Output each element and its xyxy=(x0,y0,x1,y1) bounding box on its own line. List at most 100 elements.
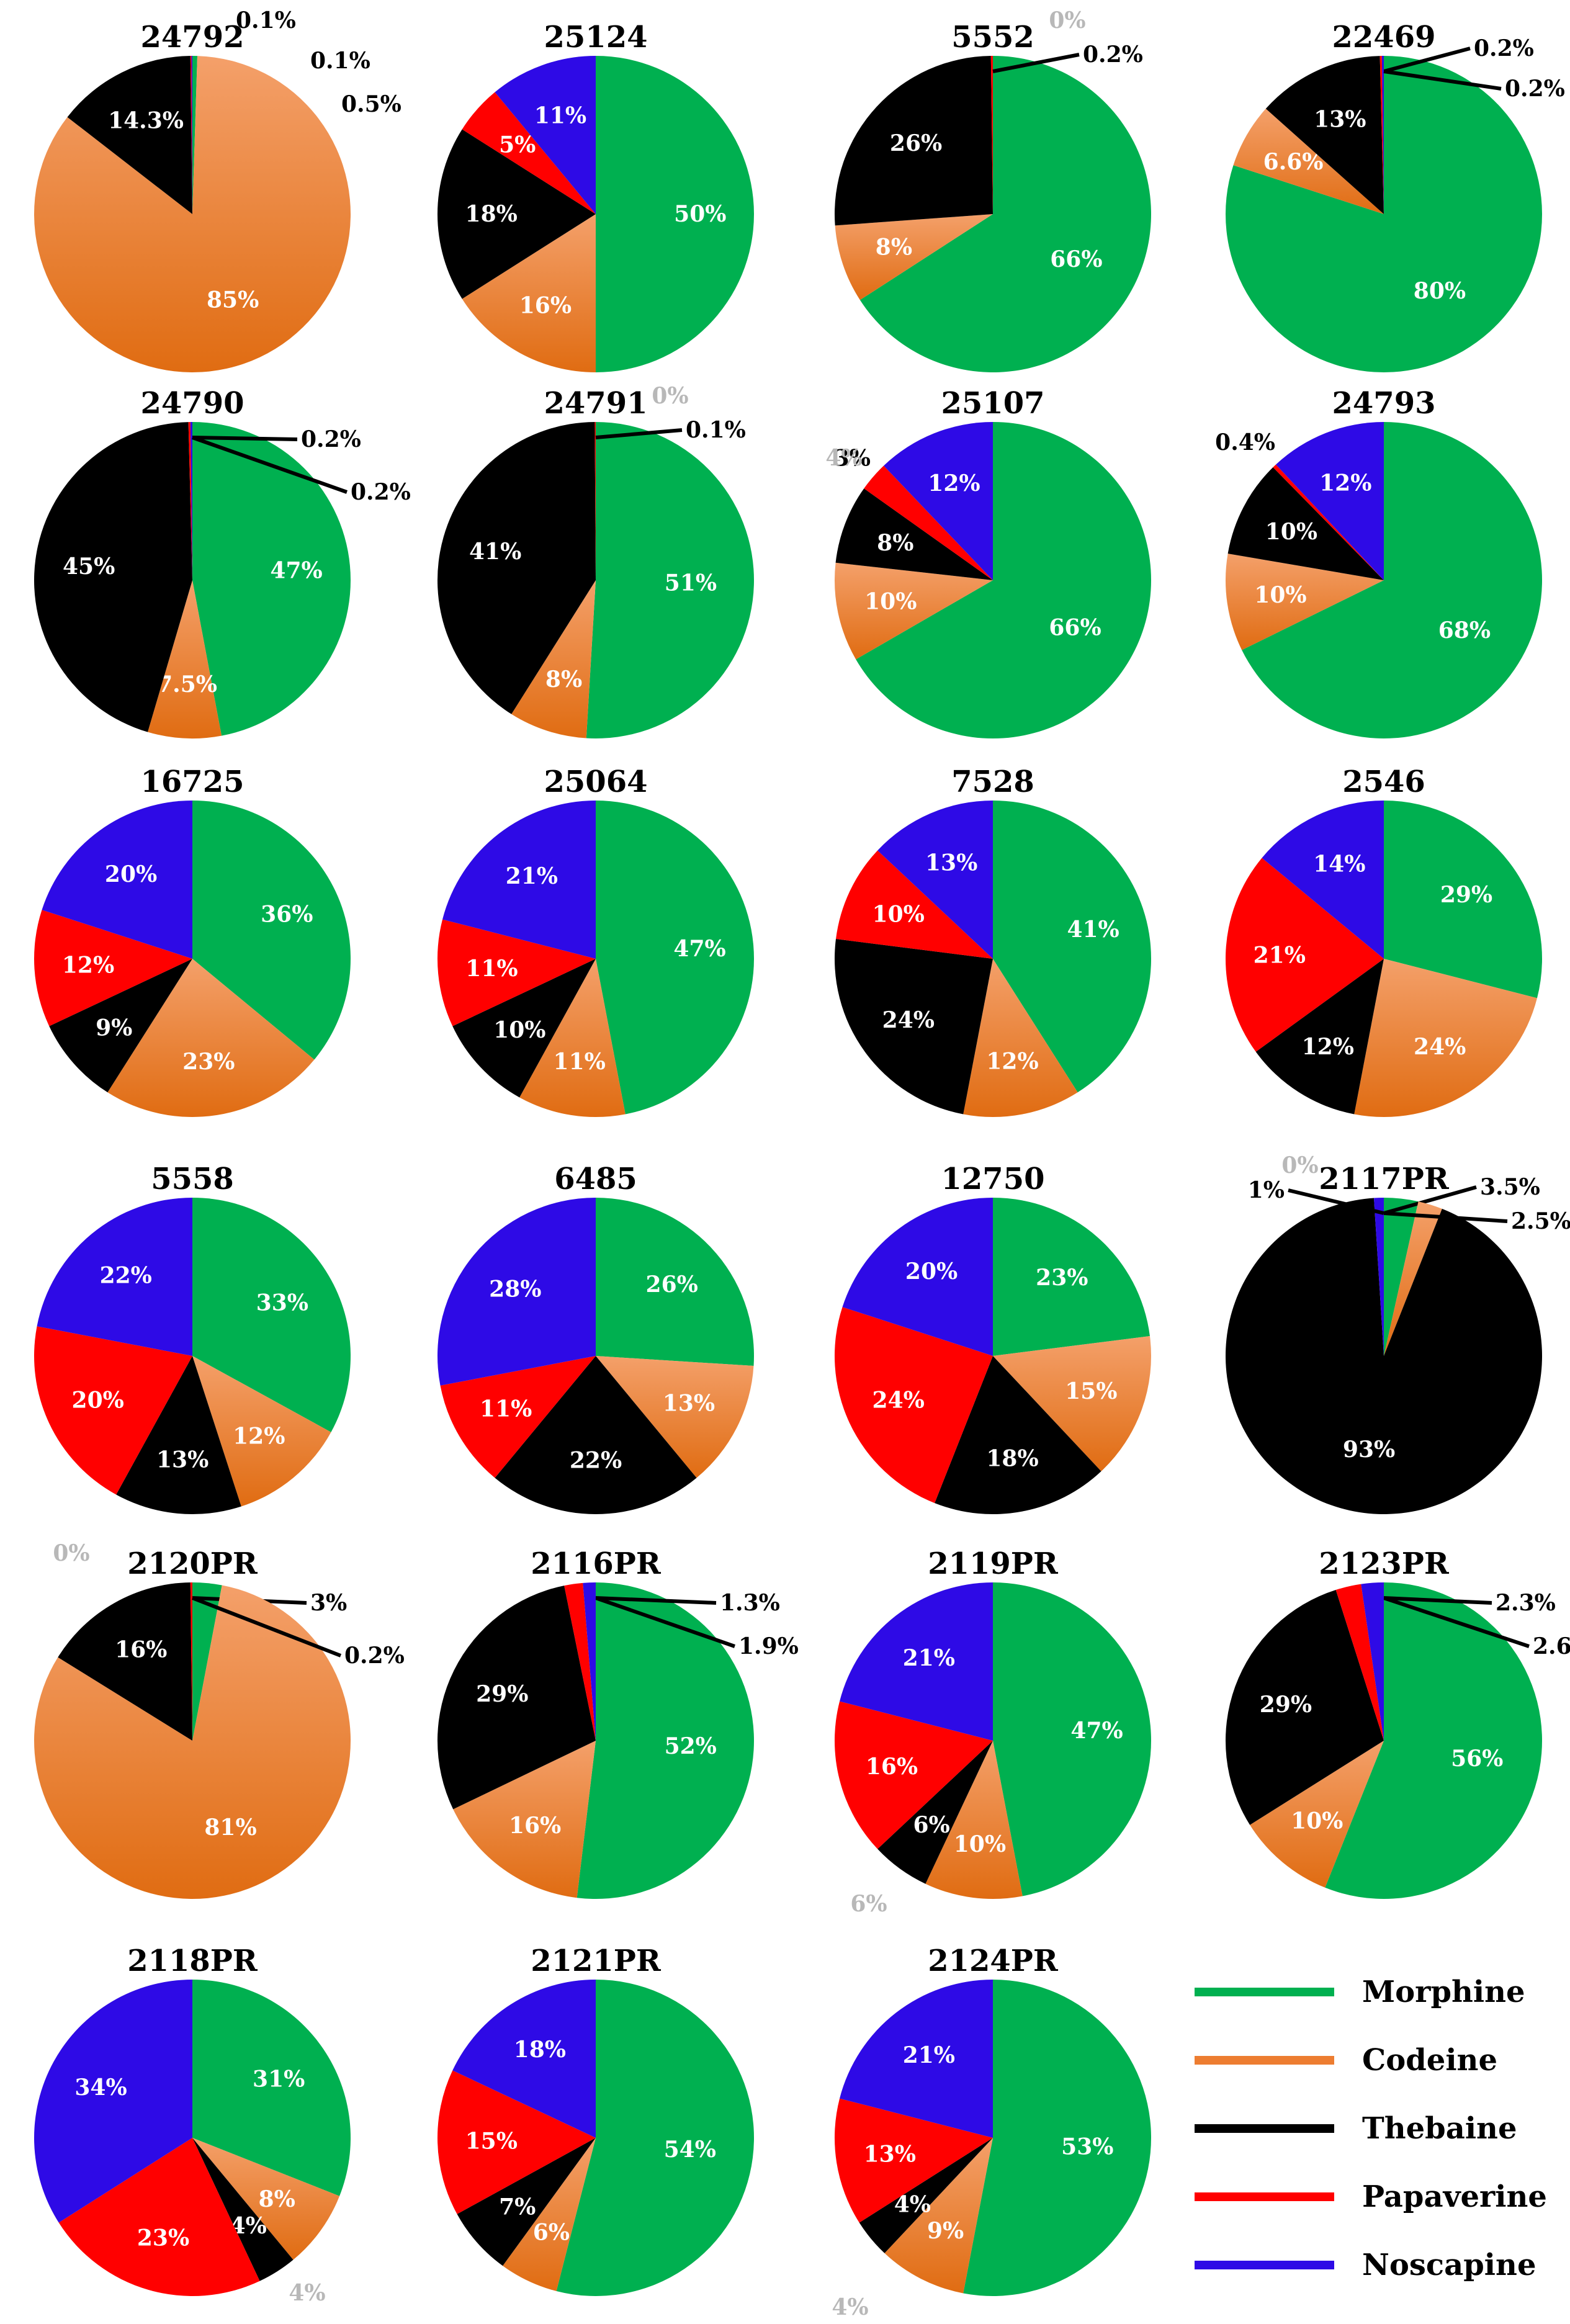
slice-morphine xyxy=(1226,56,1543,372)
data-label-papaverine: 0.4% xyxy=(1215,429,1275,455)
pie-22469: 22469 80% 6.6% 13% 0.2% 0.2% xyxy=(1226,20,1565,372)
data-label-thebaine: 8% xyxy=(877,530,913,556)
slice-codeine xyxy=(1354,959,1537,1118)
pie-25124: 25124 50% 16% 18% 5% 11% xyxy=(437,20,754,372)
slice-noscapine xyxy=(840,1582,993,1741)
data-label-morphine: 47% xyxy=(673,936,725,962)
data-label-codeine: 12% xyxy=(233,1424,285,1450)
data-label-noscapine: 22% xyxy=(100,1262,152,1288)
pie-2117PR: 2117PR 3.5% 2.5% 93% 0%1% xyxy=(1226,1152,1570,1515)
pie-2121PR: 2121PR 54% 6%7% 15% 18% xyxy=(437,1944,755,2296)
legend-label-thebaine: Thebaine xyxy=(1362,2111,1517,2146)
data-label-thebaine: 18% xyxy=(986,1445,1038,1471)
data-label-morphine: 36% xyxy=(261,901,313,927)
data-label-papaverine: 0.2% xyxy=(1474,35,1534,61)
data-label-codeine: 24% xyxy=(1414,1034,1466,1060)
pie-title: 6485 xyxy=(554,1162,637,1196)
data-label-morphine: 66% xyxy=(1050,246,1102,272)
data-label-morphine: 50% xyxy=(674,201,726,227)
slice-morphine xyxy=(576,1582,754,1899)
slice-codeine xyxy=(192,2138,340,2260)
pie-title: 24790 xyxy=(141,386,244,421)
pie-title: 5552 xyxy=(951,20,1034,55)
slice-codeine xyxy=(835,214,993,300)
slice-papaverine xyxy=(1335,1584,1384,1741)
pie-24792: 24792 0.5% 85% 14.3% 0.1% 0.1% xyxy=(34,7,401,372)
slice-morphine xyxy=(596,56,754,372)
pie-title: 2118PR xyxy=(127,1944,258,1978)
data-label-papaverine: 21% xyxy=(1254,943,1306,969)
slice-morphine xyxy=(596,1198,754,1366)
slice-noscapine xyxy=(191,56,192,214)
data-label-noscapine: 11% xyxy=(534,103,586,129)
slice-papaverine xyxy=(1226,858,1384,1052)
slice-noscapine xyxy=(37,1198,192,1356)
slice-morphine xyxy=(556,1980,755,2296)
data-label-morphine: 41% xyxy=(1067,917,1119,943)
slice-noscapine xyxy=(1373,1198,1384,1356)
slice-codeine xyxy=(596,1356,754,1478)
data-label-papaverine: 0.1% xyxy=(686,417,746,443)
data-label-papaverine: 0% xyxy=(1281,1152,1318,1178)
slice-thebaine xyxy=(437,1586,596,1810)
pie-24790: 24790 47% 7.5% 45% 0.2% 0.2% xyxy=(34,386,411,739)
legend: Morphine Codeine Thebaine Papaverine Noscapi… xyxy=(1195,1975,1547,2282)
data-label-codeine: 10% xyxy=(954,1831,1006,1857)
pies-layer: 24792 0.5% 85% 14.3% 0.1% 0.1% 25124 50% 16% 18% 5… xyxy=(34,7,1570,2320)
slice-morphine xyxy=(993,801,1151,1093)
slice-papaverine xyxy=(58,2138,260,2296)
slice-codeine xyxy=(148,580,222,739)
data-label-noscapine: 1.3% xyxy=(720,1590,780,1616)
data-label-papaverine: 1.9% xyxy=(738,1633,799,1659)
slice-codeine xyxy=(462,214,596,372)
slice-noscapine xyxy=(1275,422,1384,580)
pie-title: 16725 xyxy=(141,765,244,799)
slice-codeine xyxy=(993,1336,1152,1471)
slice-codeine xyxy=(107,959,315,1117)
data-label-morphine: 3.5% xyxy=(1480,1174,1540,1200)
slice-thebaine xyxy=(935,1356,1101,1514)
pie-title: 24792 xyxy=(141,20,244,55)
data-label-noscapine: 0.2% xyxy=(351,479,411,505)
data-label-noscapine: 0% xyxy=(1049,7,1085,34)
data-label-papaverine: 12% xyxy=(62,953,114,979)
slice-thebaine xyxy=(1226,1590,1384,1825)
data-label-morphine: 47% xyxy=(1070,1718,1123,1744)
data-label-papaverine: 2.6% xyxy=(1533,1633,1570,1659)
slice-papaverine xyxy=(190,1582,192,1741)
slice-morphine xyxy=(192,1198,351,1432)
data-label-codeine: 10% xyxy=(864,588,917,614)
slice-codeine xyxy=(453,1741,596,1898)
callout-leader xyxy=(595,1596,717,1605)
slice-thebaine xyxy=(1265,56,1384,214)
slice-papaverine xyxy=(1379,56,1384,214)
data-label-thebaine: 13% xyxy=(1314,106,1366,132)
slice-papaverine xyxy=(1273,464,1384,580)
pie-5558: 5558 33% 12% 13% 20% 22% xyxy=(34,1162,351,1514)
data-label-thebaine: 14.3% xyxy=(108,107,184,133)
slice-thebaine xyxy=(835,488,993,580)
slice-papaverine xyxy=(34,910,193,1026)
data-label-codeine: 10% xyxy=(1291,1808,1343,1834)
data-label-thebaine: 10% xyxy=(493,1017,545,1043)
data-label-papaverine: 11% xyxy=(465,956,518,982)
slice-codeine xyxy=(835,562,993,660)
data-label-noscapine: 21% xyxy=(506,863,558,889)
data-label-noscapine: 0% xyxy=(53,1540,89,1566)
data-label-papaverine: 11% xyxy=(480,1396,532,1422)
callout-leader xyxy=(1383,1185,1477,1215)
data-label-thebaine: 16% xyxy=(115,1636,167,1662)
slice-noscapine xyxy=(1381,56,1384,214)
data-label-papaverine: 0.1% xyxy=(310,48,370,74)
callout-leader xyxy=(595,428,683,439)
data-label-noscapine: 0% xyxy=(652,383,688,409)
slice-codeine xyxy=(1384,1201,1442,1356)
pie-title: 2119PR xyxy=(928,1546,1059,1581)
slice-thebaine xyxy=(49,959,192,1093)
slice-morphine xyxy=(192,1582,222,1741)
slice-papaverine xyxy=(440,1356,596,1478)
data-label-thebaine: 26% xyxy=(890,130,942,156)
